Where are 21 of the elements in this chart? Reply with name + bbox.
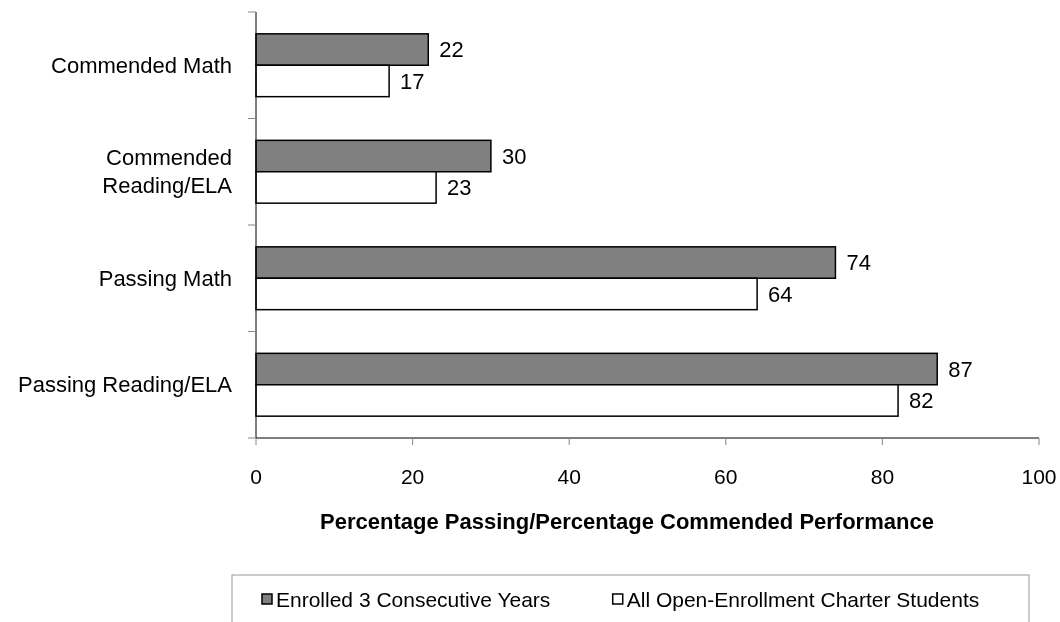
y-tick-label: Passing Math [98,265,232,291]
data-label: 64 [768,281,793,307]
x-tick-label: 100 [1021,465,1057,489]
y-tick-label: Passing Reading/ELA [17,372,233,398]
data-label: 23 [447,175,472,201]
x-tick-label: 80 [870,465,895,489]
legend-label: Enrolled 3 Consecutive Years [276,588,551,612]
x-tick-label: 0 [250,465,262,489]
data-label: 22 [439,37,464,63]
data-label: 17 [400,68,425,94]
x-tick-label: 40 [557,465,581,489]
data-label: 74 [846,250,871,276]
y-tick-label: Commended Math [51,52,232,78]
x-axis-title: Percentage Passing/Percentage Commended Performance [320,508,934,534]
y-tick-label: Commended Reading/ELA [102,145,233,199]
x-tick-label: 60 [714,465,738,489]
x-tick-label: 20 [400,465,425,489]
data-label: 87 [948,356,973,382]
data-label: 82 [909,388,934,414]
legend-label: All Open-Enrollment Charter Students [626,588,980,612]
data-label: 30 [501,143,527,169]
